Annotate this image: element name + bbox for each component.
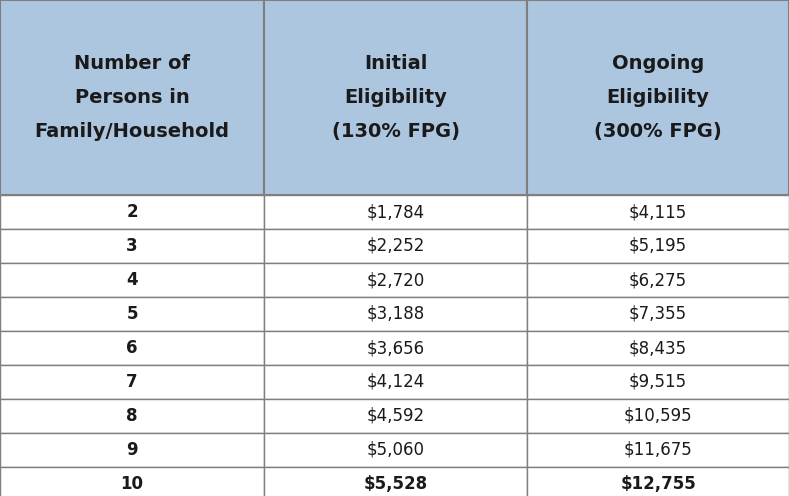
Bar <box>264 331 527 365</box>
Bar <box>0 467 264 496</box>
Bar <box>0 0 264 195</box>
Text: 4: 4 <box>126 271 138 289</box>
Text: $2,252: $2,252 <box>367 237 424 255</box>
Text: 3: 3 <box>126 237 138 255</box>
Text: 8: 8 <box>126 407 138 425</box>
Bar <box>527 467 789 496</box>
Bar <box>527 297 789 331</box>
Text: $7,355: $7,355 <box>629 305 687 323</box>
Text: 9: 9 <box>126 441 138 459</box>
Bar <box>0 331 264 365</box>
Bar <box>527 195 789 229</box>
Text: $1,784: $1,784 <box>367 203 424 221</box>
Bar <box>264 195 527 229</box>
Text: $3,656: $3,656 <box>367 339 424 357</box>
Text: 7: 7 <box>126 373 138 391</box>
Bar <box>264 365 527 399</box>
Text: $4,592: $4,592 <box>367 407 424 425</box>
Bar <box>527 365 789 399</box>
Text: $2,720: $2,720 <box>367 271 424 289</box>
Text: 10: 10 <box>121 475 144 493</box>
Bar <box>527 399 789 433</box>
Text: $9,515: $9,515 <box>629 373 687 391</box>
Bar <box>0 297 264 331</box>
Text: 2: 2 <box>126 203 138 221</box>
Text: $11,675: $11,675 <box>623 441 693 459</box>
Text: Number of
Persons in
Family/Household: Number of Persons in Family/Household <box>35 54 230 141</box>
Bar <box>527 229 789 263</box>
Bar <box>264 263 527 297</box>
Text: Ongoing
Eligibility
(300% FPG): Ongoing Eligibility (300% FPG) <box>594 54 722 141</box>
Bar <box>0 195 264 229</box>
Text: Initial
Eligibility
(130% FPG): Initial Eligibility (130% FPG) <box>331 54 460 141</box>
Text: 6: 6 <box>126 339 138 357</box>
Text: $4,115: $4,115 <box>629 203 687 221</box>
Text: $8,435: $8,435 <box>629 339 687 357</box>
Text: $10,595: $10,595 <box>624 407 692 425</box>
Bar <box>264 433 527 467</box>
Text: $12,755: $12,755 <box>620 475 696 493</box>
Text: $4,124: $4,124 <box>367 373 424 391</box>
Bar <box>527 263 789 297</box>
Bar <box>527 0 789 195</box>
Bar <box>264 0 527 195</box>
Bar <box>0 433 264 467</box>
Text: $5,528: $5,528 <box>364 475 428 493</box>
Bar <box>264 297 527 331</box>
Bar <box>0 229 264 263</box>
Bar <box>0 365 264 399</box>
Text: $3,188: $3,188 <box>367 305 424 323</box>
Bar <box>527 433 789 467</box>
Text: $5,195: $5,195 <box>629 237 687 255</box>
Bar <box>527 331 789 365</box>
Bar <box>0 399 264 433</box>
Bar <box>0 263 264 297</box>
Bar <box>264 399 527 433</box>
Text: 5: 5 <box>126 305 138 323</box>
Text: $5,060: $5,060 <box>367 441 424 459</box>
Bar <box>264 467 527 496</box>
Text: $6,275: $6,275 <box>629 271 687 289</box>
Bar <box>264 229 527 263</box>
